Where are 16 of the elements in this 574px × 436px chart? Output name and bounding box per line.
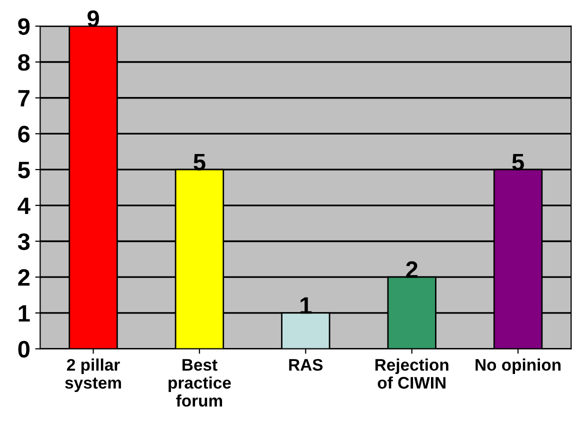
y-tick-label: 9 xyxy=(18,18,30,35)
y-tick-label: 5 xyxy=(18,162,30,178)
y-tick-label: 3 xyxy=(18,233,30,250)
x-tick-label: RAS xyxy=(289,358,323,371)
y-tick-label: 8 xyxy=(18,54,30,71)
x-tick-label: No opinion xyxy=(476,358,561,374)
y-tick-label: 1 xyxy=(18,305,30,322)
x-tick-label: Rejection of CIWIN xyxy=(375,358,448,389)
y-tick-label: 0 xyxy=(18,340,30,358)
data-label: 9 xyxy=(88,10,99,28)
y-tick-label: 6 xyxy=(18,126,30,142)
y-tick-label: 7 xyxy=(18,90,30,106)
y-tick-label: 4 xyxy=(18,198,30,214)
x-tick-label: Best practice forum xyxy=(168,359,231,407)
y-tick-label: 2 xyxy=(18,269,30,286)
x-tick-label: 2 pillar system xyxy=(65,358,121,392)
